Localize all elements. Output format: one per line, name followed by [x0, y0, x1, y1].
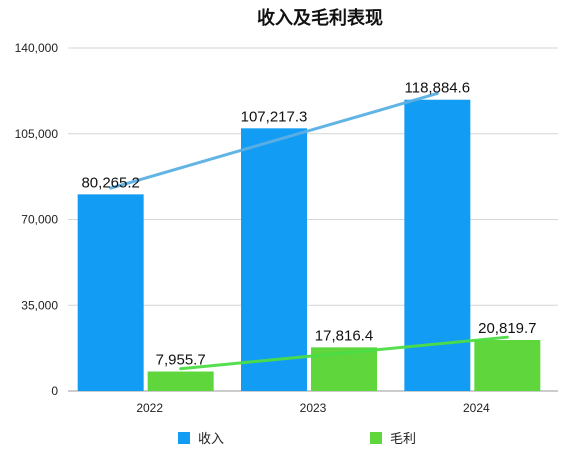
- trendlines: [109, 91, 509, 371]
- x-tick-label: 2024: [463, 401, 490, 415]
- data-labels: 80,265.2 107,217.3 118,884.6 7,955.7 17,816.…: [81, 80, 536, 369]
- trendline-1: [179, 335, 509, 371]
- bar-1-0: [147, 371, 214, 391]
- data-label: 118,884.6: [405, 80, 471, 97]
- chart-title: 收入及毛利表现: [257, 7, 383, 29]
- data-label: 17,816.4: [315, 327, 373, 344]
- legend-swatch: [178, 432, 190, 444]
- bars: [77, 99, 541, 391]
- y-tick-label: 105,000: [15, 127, 59, 141]
- bar-0-0: [77, 194, 144, 391]
- trendline-0: [109, 91, 439, 190]
- x-axis-ticks: 2022 2023 2024: [136, 401, 490, 415]
- bar-0-1: [241, 128, 307, 391]
- data-label: 107,217.3: [241, 108, 308, 125]
- x-tick-label: 2023: [300, 401, 327, 415]
- y-axis-ticks: 0 35,000 70,000 105,000 140,000: [15, 41, 59, 398]
- legend: 收入 毛利: [178, 432, 416, 447]
- legend-label: 收入: [198, 432, 224, 447]
- data-label: 20,819.7: [478, 320, 536, 337]
- x-tick-label: 2022: [136, 401, 163, 415]
- bar-1-2: [474, 339, 541, 391]
- legend-label: 毛利: [390, 432, 416, 447]
- data-label: 7,955.7: [156, 352, 206, 369]
- legend-swatch: [370, 432, 382, 444]
- y-tick-label: 35,000: [21, 298, 58, 312]
- y-tick-label: 140,000: [15, 41, 59, 55]
- y-tick-label: 70,000: [21, 213, 58, 227]
- data-label: 80,265.2: [81, 174, 139, 191]
- y-tick-label: 0: [51, 384, 58, 398]
